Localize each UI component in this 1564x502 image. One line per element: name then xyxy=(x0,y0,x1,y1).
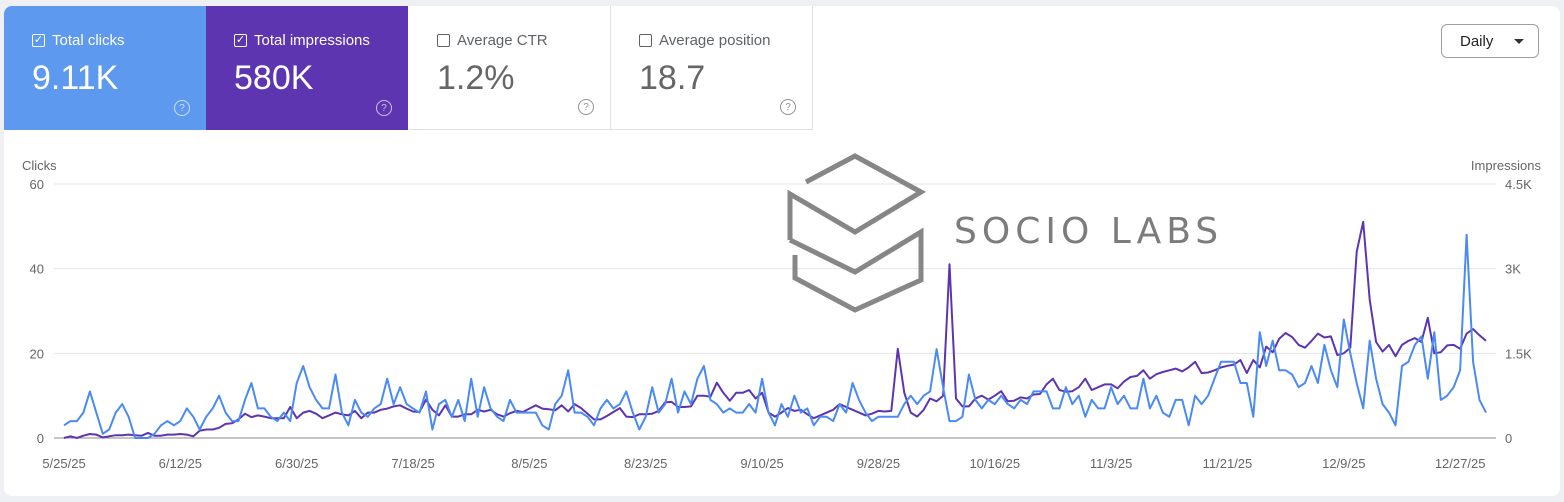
y-left-tick-label: 40 xyxy=(30,262,44,277)
metric-label: Average position xyxy=(659,32,771,49)
metric-value: 580K xyxy=(234,59,314,97)
x-tick-label: 5/25/25 xyxy=(42,456,85,471)
y-right-axis-label: Impressions xyxy=(1471,158,1542,173)
x-tick-label: 12/9/25 xyxy=(1322,456,1365,471)
metric-card-total-clicks[interactable]: ✓ Total clicks 9.11K ? xyxy=(4,6,206,130)
x-tick-label: 11/3/25 xyxy=(1090,456,1132,471)
metric-label: Average CTR xyxy=(457,32,548,49)
x-tick-label: 12/27/25 xyxy=(1435,456,1486,471)
checkbox-checked-icon[interactable]: ✓ xyxy=(234,34,247,47)
x-tick-label: 10/16/25 xyxy=(969,456,1020,471)
x-tick-label: 8/5/25 xyxy=(511,456,547,471)
series-line-total-impressions xyxy=(63,220,1487,439)
metric-label: Total clicks xyxy=(52,32,125,49)
help-icon[interactable]: ? xyxy=(578,99,594,115)
series-line-total-clicks xyxy=(63,233,1487,439)
y-right-tick-label: 1.5K xyxy=(1505,346,1532,361)
x-tick-label: 9/10/25 xyxy=(740,456,783,471)
metric-value: 18.7 xyxy=(639,59,706,97)
metric-label: Total impressions xyxy=(254,32,370,49)
x-tick-label: 7/18/25 xyxy=(391,456,434,471)
help-icon[interactable]: ? xyxy=(174,100,190,116)
y-left-axis-label: Clicks xyxy=(22,158,57,173)
performance-panel: ✓ Total clicks 9.11K ? ✓ Total impressions… xyxy=(4,6,1560,496)
y-left-tick-label: 0 xyxy=(37,431,44,446)
chevron-down-icon xyxy=(1514,39,1524,44)
checkbox-checked-icon[interactable]: ✓ xyxy=(32,34,45,47)
checkbox-unchecked-icon[interactable] xyxy=(639,34,652,47)
x-tick-label: 11/21/25 xyxy=(1203,456,1253,471)
metric-value: 1.2% xyxy=(437,59,515,97)
metric-card-average-position[interactable]: Average position 18.7 ? xyxy=(611,6,813,130)
x-tick-label: 6/12/25 xyxy=(159,456,202,471)
help-icon[interactable]: ? xyxy=(376,100,392,116)
y-right-tick-label: 4.5K xyxy=(1505,177,1532,192)
period-dropdown[interactable]: Daily xyxy=(1441,24,1539,58)
metric-card-total-impressions[interactable]: ✓ Total impressions 580K ? xyxy=(206,6,408,130)
metric-value: 9.11K xyxy=(32,59,119,97)
x-tick-label: 9/28/25 xyxy=(857,456,900,471)
help-icon[interactable]: ? xyxy=(780,99,796,115)
y-right-tick-label: 0 xyxy=(1505,431,1512,446)
checkbox-unchecked-icon[interactable] xyxy=(437,34,450,47)
metric-card-average-ctr[interactable]: Average CTR 1.2% ? xyxy=(409,6,611,130)
socio-labs-logo-watermark: SOCIO LABS xyxy=(787,153,1223,313)
y-left-tick-label: 20 xyxy=(30,346,44,361)
period-dropdown-value: Daily xyxy=(1460,32,1494,50)
logo-shape-bottom xyxy=(788,227,924,313)
y-right-tick-label: 3K xyxy=(1505,262,1521,277)
x-tick-label: 8/23/25 xyxy=(624,456,667,471)
logo-shape-top xyxy=(787,153,927,240)
logo-text: SOCIO LABS xyxy=(954,211,1223,252)
y-left-tick-label: 60 xyxy=(30,177,44,192)
x-tick-label: 6/30/25 xyxy=(275,456,318,471)
